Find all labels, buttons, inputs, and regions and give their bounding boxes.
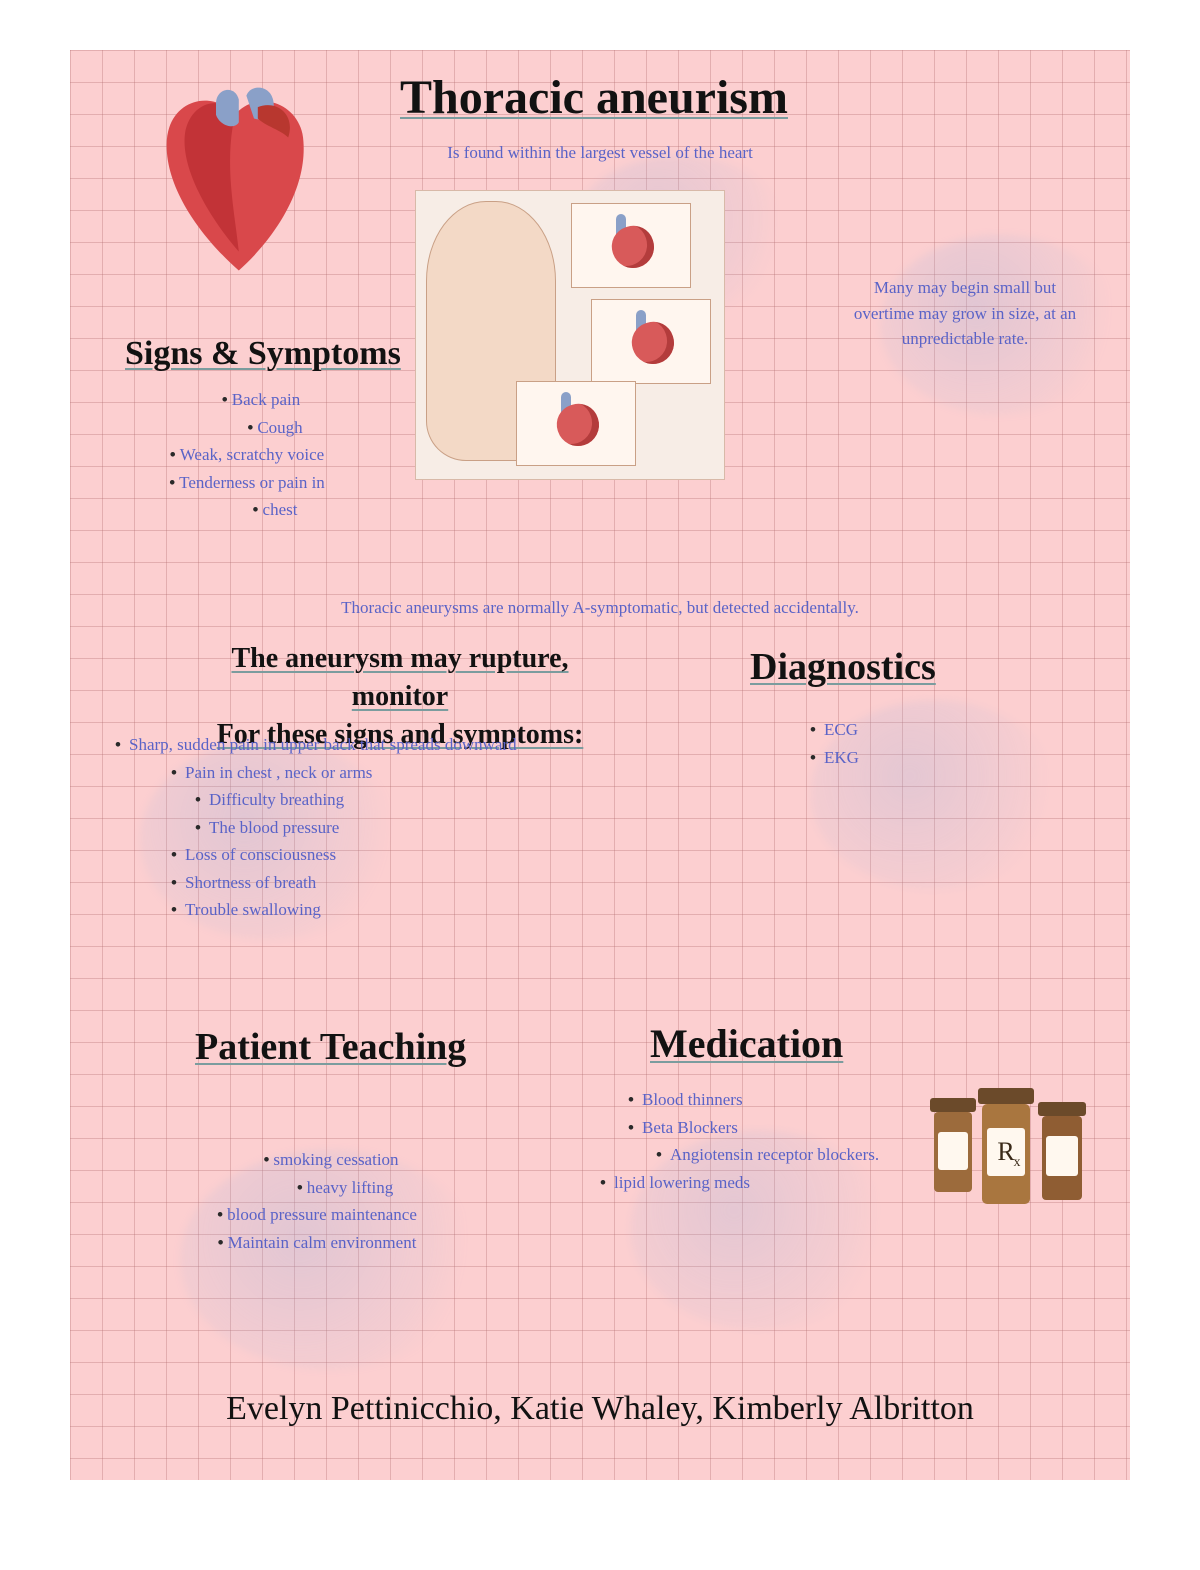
list-item: Shortness of breath [115, 870, 635, 896]
list-item: Blood thinners [600, 1087, 890, 1113]
list-item: heavy lifting [150, 1175, 480, 1201]
list-item: Cough [105, 415, 385, 441]
list-item: Difficulty breathing [115, 787, 635, 813]
diagnostics-list: ECG EKG [810, 715, 970, 772]
authors: Evelyn Pettinicchio, Katie Whaley, Kimbe… [70, 1390, 1130, 1428]
list-item: Angiotensin receptor blockers. [600, 1142, 890, 1168]
signs-symptoms-list: Back pain Cough Weak, scratchy voice Ten… [105, 385, 385, 525]
subtitle: Is found within the largest vessel of th… [390, 140, 810, 166]
growth-note: Many may begin small but overtime may gr… [850, 275, 1080, 352]
list-item: Tenderness or pain in [105, 470, 385, 496]
anatomy-diagram [415, 190, 725, 480]
rupture-list: Sharp, sudden pain in upper back that sp… [115, 730, 635, 925]
list-item: Weak, scratchy voice [105, 442, 385, 468]
section-medication: Medication [650, 1020, 843, 1067]
section-patient-teaching: Patient Teaching [195, 1025, 466, 1069]
section-signs-symptoms: Signs & Symptoms [125, 335, 401, 373]
list-item: EKG [810, 745, 970, 771]
page: R x Thoracic aneurism Is found within th… [70, 50, 1130, 1480]
list-item: Maintain calm environment [150, 1230, 480, 1256]
list-item: Beta Blockers [600, 1115, 890, 1141]
list-item: The blood pressure [115, 815, 635, 841]
section-diagnostics: Diagnostics [750, 645, 936, 689]
rupture-heading-line1: The aneurysm may rupture, monitor [231, 643, 568, 712]
list-item: Pain in chest , neck or arms [115, 760, 635, 786]
medication-list: Blood thinners Beta Blockers Angiotensin… [600, 1085, 890, 1197]
pill-bottles-icon: R x [920, 1080, 1100, 1230]
svg-text:x: x [1014, 1155, 1021, 1170]
heart-icon [140, 80, 330, 290]
list-item: lipid lowering meds [600, 1170, 890, 1196]
list-item: chest [105, 497, 385, 523]
list-item: Sharp, sudden pain in upper back that sp… [115, 732, 635, 758]
list-item: Back pain [105, 387, 385, 413]
patient-teaching-list: smoking cessation heavy lifting blood pr… [150, 1145, 480, 1257]
list-item: Loss of consciousness [115, 842, 635, 868]
list-item: smoking cessation [150, 1147, 480, 1173]
list-item: Trouble swallowing [115, 897, 635, 923]
page-title: Thoracic aneurism [400, 70, 788, 125]
list-item: blood pressure maintenance [150, 1202, 480, 1228]
asymptomatic-note: Thoracic aneurysms are normally A-sympto… [240, 595, 960, 621]
list-item: ECG [810, 717, 970, 743]
